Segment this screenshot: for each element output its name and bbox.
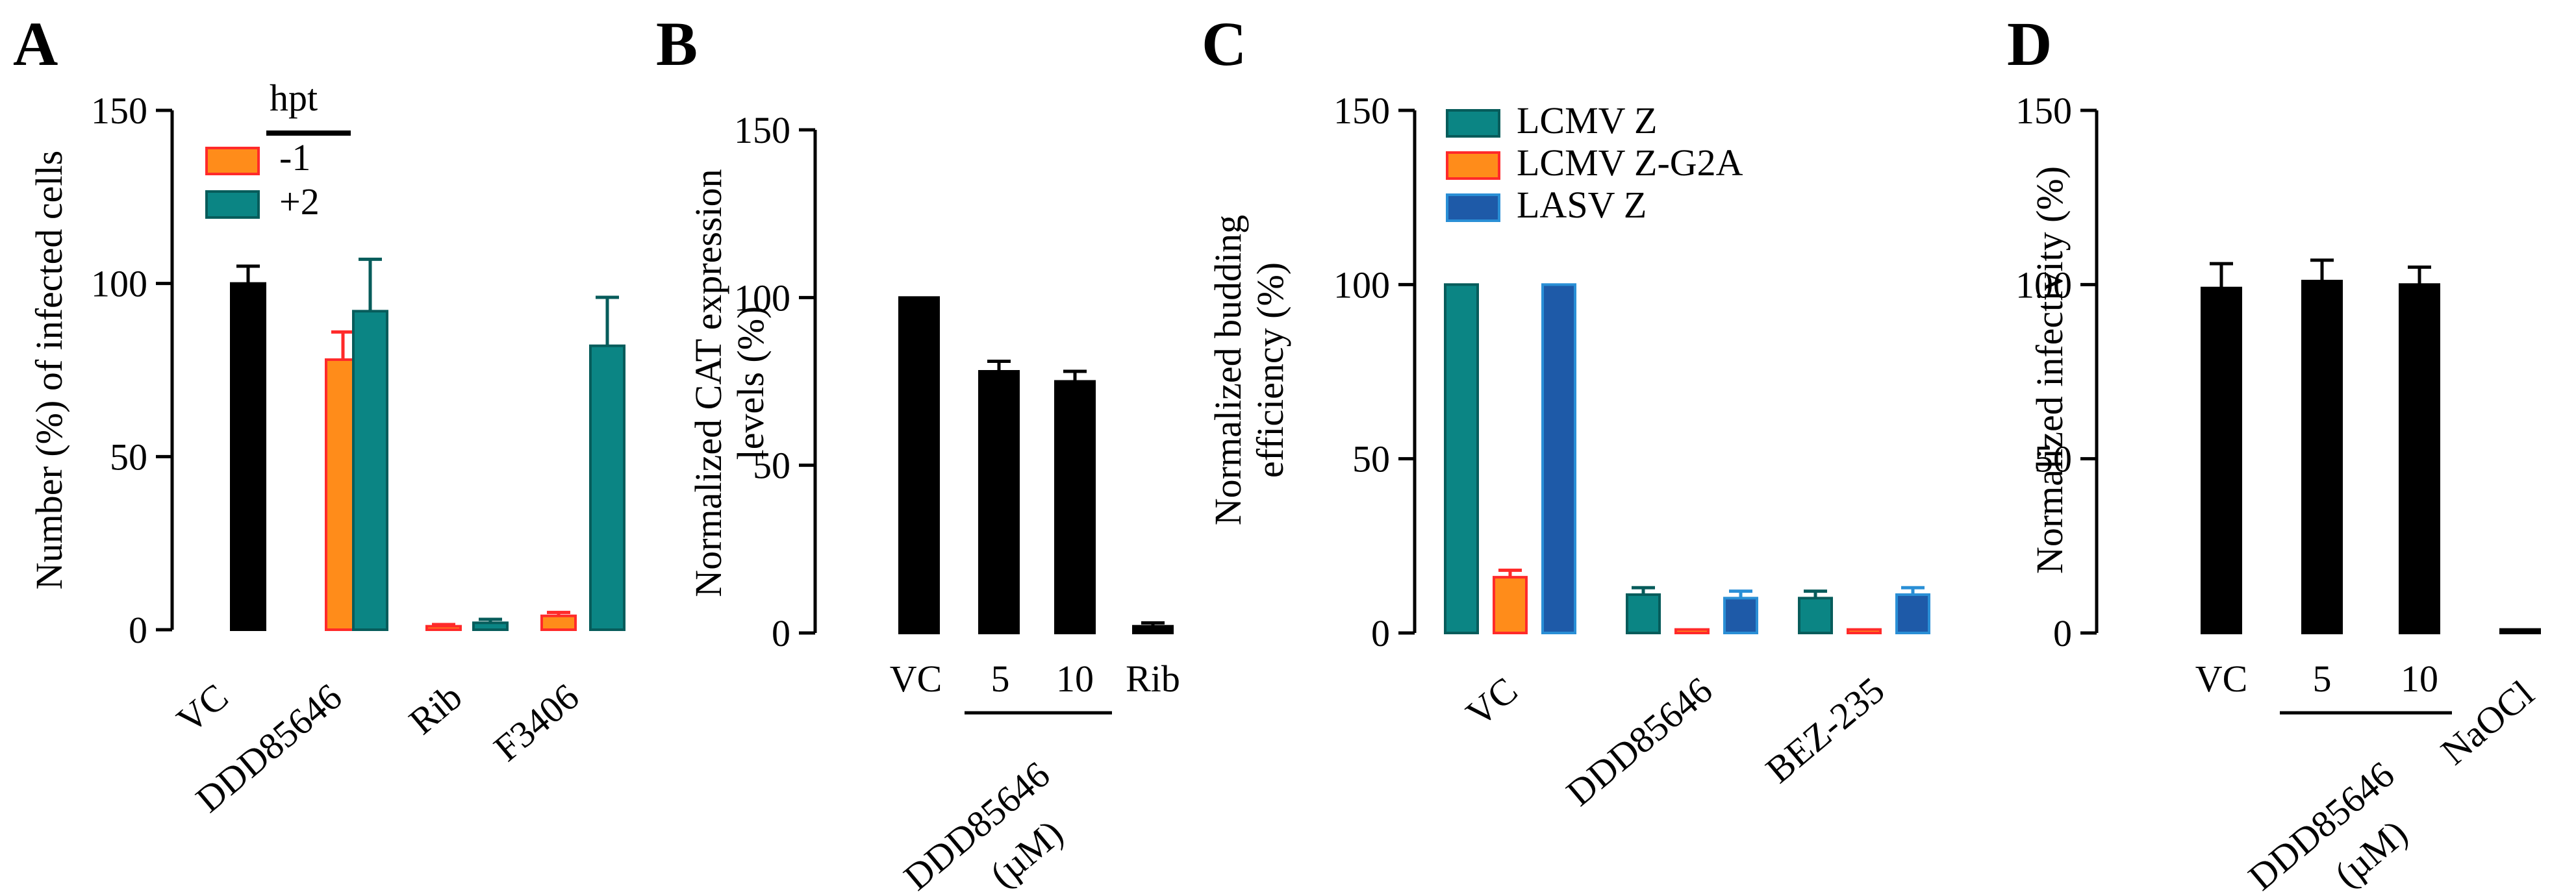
x-category-label: 5 xyxy=(2313,658,2332,700)
y-axis-title-line2: efficiency (%) xyxy=(1249,262,1291,478)
bar-vc xyxy=(2201,286,2242,634)
y-tick-label: 0 xyxy=(1371,612,1390,654)
bar-10 xyxy=(1054,380,1096,634)
bar-bez-235-lasv-z xyxy=(1895,593,1930,635)
y-tick-label: 0 xyxy=(2053,612,2072,654)
bar-naocl xyxy=(2499,628,2541,635)
x-category-label: NaOCl xyxy=(2433,672,2542,773)
bar-ddd85646-lasv-z xyxy=(1723,597,1758,634)
y-tick-label: 150 xyxy=(2015,90,2072,132)
legend-label-plus2: +2 xyxy=(279,180,320,223)
bar-f3406-plus2 xyxy=(589,344,625,632)
bar-5 xyxy=(978,370,1020,634)
x-category-label: VC xyxy=(1458,669,1526,735)
bar-ddd85646-lcmv-z xyxy=(1626,593,1661,635)
x-category-label: Rib xyxy=(1126,658,1180,700)
y-tick-label: 100 xyxy=(1333,264,1390,306)
x-category-label: Rib xyxy=(401,675,470,743)
legend-swatch-minus1 xyxy=(205,147,260,175)
bar-ddd85646-plus2 xyxy=(352,310,388,631)
y-tick-label: 100 xyxy=(2015,264,2072,306)
legend-swatch-lcmv-z-g2a xyxy=(1446,151,1500,180)
y-axis-title: Normalized infectivity (%) xyxy=(2028,166,2071,574)
y-tick-label: 100 xyxy=(91,263,147,305)
bar-vc-lcmv-z-g2a xyxy=(1493,576,1528,635)
bar-ddd85646-lcmv-z-g2a xyxy=(1674,628,1710,635)
bar-10 xyxy=(2399,283,2440,635)
legend-swatch-plus2 xyxy=(205,190,260,219)
y-tick-label: 50 xyxy=(753,445,790,487)
x-category-label: BEZ-235 xyxy=(1758,669,1892,791)
y-axis-title: Number (%) of infected cells xyxy=(28,151,70,589)
panel-letter: D xyxy=(2007,9,2052,79)
y-axis-title-line1: Normalized CAT expression xyxy=(687,169,729,597)
bar-rib xyxy=(1132,625,1174,635)
y-tick-label: 0 xyxy=(129,609,147,651)
y-axis-title-line1: Normalized budding xyxy=(1207,215,1249,525)
legend-title: hpt xyxy=(270,77,318,119)
bar-rib-plus2 xyxy=(472,621,509,631)
legend-label: LASV Z xyxy=(1517,184,1647,226)
panel-letter: C xyxy=(1202,9,1246,79)
bar-vc-lasv-z xyxy=(1541,283,1576,635)
bar-f3406-minus1 xyxy=(540,614,577,632)
y-tick-label: 150 xyxy=(1333,90,1390,132)
x-category-label: 10 xyxy=(2401,658,2438,700)
bar-vc-vc xyxy=(230,282,266,631)
bar-rib-minus1 xyxy=(425,625,462,632)
x-category-label: VC xyxy=(169,675,236,741)
y-axis-title-line2: levels (%) xyxy=(729,306,772,460)
legend-swatch-lasv-z xyxy=(1446,193,1500,222)
y-tick-label: 150 xyxy=(734,109,790,151)
y-tick-label: 50 xyxy=(110,436,147,478)
legend-label: LCMV Z xyxy=(1517,99,1657,142)
x-category-label: 10 xyxy=(1056,658,1094,700)
y-tick-label: 50 xyxy=(1352,438,1390,480)
y-tick-label: 150 xyxy=(91,90,147,132)
legend-swatch-lcmv-z xyxy=(1446,109,1500,138)
bar-5 xyxy=(2301,279,2343,634)
bar-bez-235-lcmv-z xyxy=(1798,597,1833,634)
bar-bez-235-lcmv-z-g2a xyxy=(1847,628,1882,635)
panel-letter: B xyxy=(656,9,698,79)
y-tick-label: 100 xyxy=(734,277,790,319)
x-category-label: F3406 xyxy=(486,675,587,769)
y-tick-label: 50 xyxy=(2034,438,2072,480)
bar-vc-lcmv-z xyxy=(1444,283,1479,635)
legend-label-minus1: -1 xyxy=(279,136,310,179)
y-tick-label: 0 xyxy=(772,612,790,654)
panel-letter: A xyxy=(13,9,58,79)
legend-label: LCMV Z-G2A xyxy=(1517,142,1743,184)
x-category-label: DDD85646 xyxy=(1558,669,1720,814)
x-category-label: VC xyxy=(2195,658,2248,700)
bar-vc xyxy=(898,296,940,635)
x-category-label: VC xyxy=(890,658,942,700)
x-category-label: 5 xyxy=(991,658,1010,700)
